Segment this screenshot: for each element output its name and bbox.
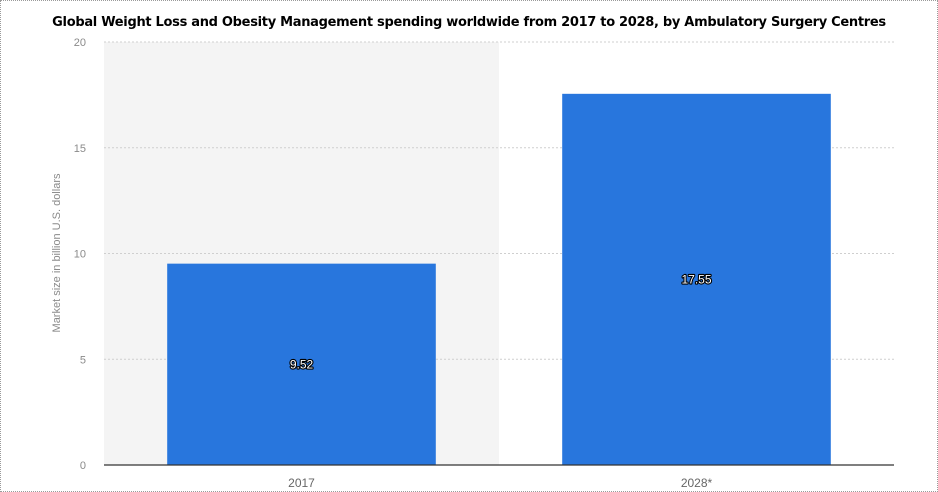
x-tick-label: 2017 — [288, 476, 315, 490]
y-tick-label: 0 — [80, 460, 86, 472]
y-axis-label: Market size in billion U.S. dollars — [51, 173, 63, 332]
y-tick-label: 15 — [74, 143, 86, 155]
y-tick-label: 5 — [80, 354, 86, 366]
y-tick-label: 20 — [74, 37, 86, 49]
y-tick-label: 10 — [74, 249, 86, 261]
data-label: 17.55 — [681, 272, 711, 286]
data-label: 9.52 — [290, 357, 314, 371]
chart-title: Global Weight Loss and Obesity Managemen… — [52, 15, 886, 30]
bar[interactable] — [562, 93, 831, 465]
bar[interactable] — [167, 263, 436, 465]
x-tick-label: 2028* — [681, 476, 713, 490]
